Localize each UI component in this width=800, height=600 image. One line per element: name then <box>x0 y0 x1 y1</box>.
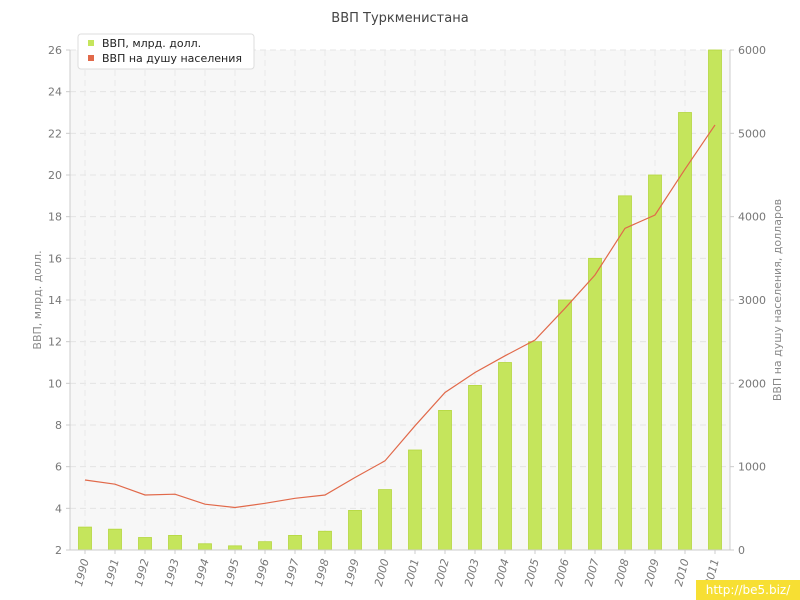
y-tick-left-20: 20 <box>48 169 62 182</box>
x-ticks: 1990 1991 1992 1993 1994 1995 1996 1997 1998 1999… <box>72 550 722 588</box>
legend-label-per-capita: ВВП на душу населения <box>102 52 242 65</box>
chart-title: ВВП Туркменистана <box>331 11 468 26</box>
bar-1999[interactable] <box>348 510 362 551</box>
bar-2003[interactable] <box>468 385 482 551</box>
bar-2010[interactable] <box>678 112 692 551</box>
y-tick-left-8: 8 <box>55 419 62 432</box>
watermark[interactable]: http://be5.biz/ <box>696 580 800 600</box>
y-ticks-right: 0 1000 2000 3000 4000 5000 6000 <box>730 44 766 557</box>
bar-2008[interactable] <box>618 195 632 551</box>
x-tick-2005: 2005 <box>522 557 542 587</box>
bar-2000[interactable] <box>378 489 392 551</box>
x-tick-2006: 2006 <box>552 557 572 587</box>
bar-1990[interactable] <box>78 526 92 551</box>
bar-1994[interactable] <box>198 543 212 551</box>
bar-1997[interactable] <box>288 535 302 551</box>
y-tick-left-10: 10 <box>48 377 62 390</box>
y-tick-left-2: 2 <box>55 544 62 557</box>
y-tick-left-18: 18 <box>48 211 62 224</box>
x-tick-1991: 1991 <box>102 557 122 587</box>
x-tick-1996: 1996 <box>252 557 272 587</box>
bar-2001[interactable] <box>408 449 422 551</box>
bar-series <box>78 49 722 551</box>
x-tick-2000: 2000 <box>372 557 392 587</box>
y-tick-left-6: 6 <box>55 461 62 474</box>
y-tick-left-26: 26 <box>48 44 62 57</box>
legend-swatch-per-capita <box>88 55 94 61</box>
x-tick-1993: 1993 <box>162 557 182 587</box>
legend: ВВП, млрд. долл. ВВП на душу населения <box>77 33 255 70</box>
legend-box <box>77 33 255 70</box>
per-capita-line <box>84 124 716 509</box>
y-tick-right-4000: 4000 <box>738 211 766 224</box>
y-tick-left-12: 12 <box>48 336 62 349</box>
bar-1995[interactable] <box>228 545 242 551</box>
x-tick-2010: 2010 <box>672 557 692 587</box>
x-tick-1995: 1995 <box>222 557 242 587</box>
bar-1996[interactable] <box>258 541 272 551</box>
y-tick-right-1000: 1000 <box>738 461 766 474</box>
x-tick-2008: 2008 <box>612 557 632 587</box>
y-tick-left-24: 24 <box>48 86 62 99</box>
x-tick-1998: 1998 <box>312 557 332 587</box>
bar-1991[interactable] <box>108 528 122 551</box>
bar-1998[interactable] <box>318 530 332 551</box>
x-tick-1992: 1992 <box>132 557 152 587</box>
x-tick-2001: 2001 <box>402 557 422 587</box>
bar-2005[interactable] <box>528 341 542 551</box>
bar-2007[interactable] <box>588 257 602 551</box>
y-tick-right-2000: 2000 <box>738 377 766 390</box>
bar-2004[interactable] <box>498 362 512 551</box>
x-tick-2002: 2002 <box>432 557 452 587</box>
x-tick-1999: 1999 <box>342 557 362 587</box>
x-tick-1990: 1990 <box>72 557 92 587</box>
bar-2009[interactable] <box>648 174 662 551</box>
bar-2006[interactable] <box>558 299 572 551</box>
x-tick-2003: 2003 <box>462 557 482 587</box>
y-tick-left-22: 22 <box>48 127 62 140</box>
y-tick-left-4: 4 <box>55 502 62 515</box>
y-tick-right-3000: 3000 <box>738 294 766 307</box>
bar-1993[interactable] <box>168 535 182 551</box>
legend-swatch-gdp <box>88 40 94 46</box>
legend-label-gdp: ВВП, млрд. долл. <box>102 37 201 50</box>
bar-1992[interactable] <box>138 537 152 551</box>
y-tick-right-6000: 6000 <box>738 44 766 57</box>
x-tick-2007: 2007 <box>582 557 602 587</box>
x-tick-1994: 1994 <box>192 557 212 587</box>
x-tick-2009: 2009 <box>642 557 662 587</box>
x-tick-2004: 2004 <box>492 557 512 587</box>
x-tick-1997: 1997 <box>282 557 302 587</box>
y-tick-right-0: 0 <box>738 544 745 557</box>
y-axis-title-right: ВВП на душу населения, долларов <box>771 199 784 401</box>
y-axis-title-left: ВВП, млрд. долл. <box>31 250 44 349</box>
y-tick-left-16: 16 <box>48 252 62 265</box>
bar-2002[interactable] <box>438 410 452 551</box>
y-tick-left-14: 14 <box>48 294 62 307</box>
y-tick-right-5000: 5000 <box>738 127 766 140</box>
